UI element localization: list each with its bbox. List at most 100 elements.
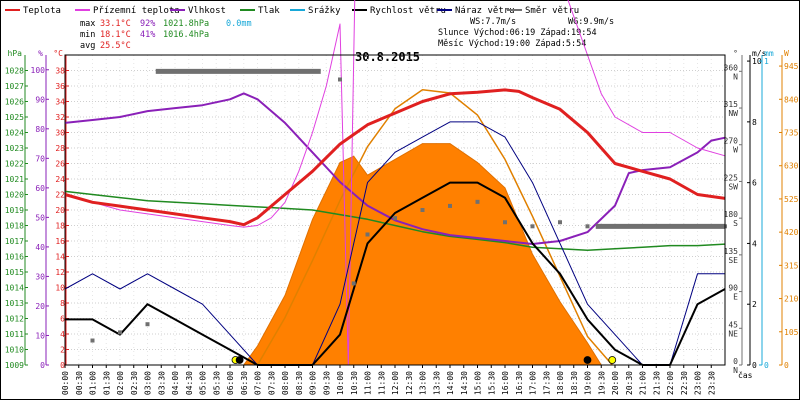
- info-block: WS:7.7m/s WG:9.9m/s Slunce Východ:06:19 …: [438, 17, 614, 49]
- y-tick-label-degc: 14: [55, 253, 65, 262]
- time-axis-label: čas: [738, 370, 753, 380]
- legend-label-vlhkost: Vlhkost: [188, 6, 226, 16]
- y-tick-label-ms: 10: [752, 57, 762, 66]
- wind-direction-point: [90, 338, 95, 343]
- y-tick-label-degc: 4: [60, 330, 65, 339]
- legend-label-naraz-vetru: Náraz větru: [455, 6, 515, 16]
- y-tick-label-wm2: 525: [784, 195, 799, 204]
- y-tick-label-hpa: 1028: [5, 67, 24, 76]
- y-tick-label-degc: 18: [55, 222, 65, 231]
- y-tick-label-wm2: 105: [784, 328, 799, 337]
- y-tick-label-dir: 180: [724, 210, 739, 219]
- x-tick-label: 10:00: [336, 371, 345, 395]
- y-tick-label-hpa: 1023: [5, 144, 24, 153]
- y-tick-label-pct: 100: [31, 66, 46, 75]
- y-tick-label-wm2: 735: [784, 129, 799, 138]
- y-tick-label-wm2: 630: [784, 162, 799, 171]
- x-tick-label: 11:30: [377, 371, 386, 395]
- stat-min-hum: 41%: [140, 30, 155, 40]
- y-tick-compass-dir: NE: [728, 329, 738, 338]
- x-tick-label: 00:30: [75, 371, 84, 395]
- y-tick-compass-dir: W: [733, 146, 738, 155]
- y-tick-label-dir: 360: [724, 63, 739, 72]
- y-tick-label-hpa: 1009: [5, 361, 24, 370]
- x-tick-label: 04:00: [171, 371, 180, 395]
- x-tick-label: 01:00: [89, 371, 98, 395]
- y-tick-label-degc: 24: [55, 175, 65, 184]
- y-tick-label-ms: 4: [752, 239, 757, 248]
- x-tick-label: 07:00: [254, 371, 263, 395]
- wind-direction-point: [145, 322, 150, 327]
- y-tick-label-hpa: 1020: [5, 191, 24, 200]
- y-tick-label-degc: 32: [55, 113, 65, 122]
- legend-label-prizemni-teplota: Přízemní teplota: [93, 6, 180, 16]
- y-tick-label-degc: 28: [55, 144, 65, 153]
- x-tick-label: 23:30: [707, 371, 716, 395]
- y-tick-label-degc: 34: [55, 98, 65, 107]
- x-tick-label: 12:30: [405, 371, 414, 395]
- y-tick-label-degc: 22: [55, 191, 65, 200]
- stat-max-rain: 0.0mm: [226, 19, 252, 29]
- y-tick-label-degc: 36: [55, 82, 65, 91]
- y-tick-label-hpa: 1010: [5, 346, 24, 355]
- wind-direction-point: [393, 216, 397, 221]
- x-tick-label: 16:30: [515, 371, 524, 395]
- x-tick-label: 14:30: [460, 371, 469, 395]
- series-humidity: [64, 92, 726, 245]
- y-tick-label-pct: 40: [35, 243, 45, 252]
- y-tick-label-wm2: 420: [784, 228, 799, 237]
- y-tick-label-dir: 45: [728, 320, 738, 329]
- x-tick-label: 19:30: [597, 371, 606, 395]
- stat-avg-label: avg: [80, 41, 95, 51]
- axis-title-dir: °: [733, 49, 738, 58]
- y-tick-compass-dir: N: [733, 72, 738, 81]
- x-tick-label: 02:00: [116, 371, 125, 395]
- x-tick-label: 10:30: [350, 371, 359, 395]
- x-tick-label: 17:30: [542, 371, 551, 395]
- y-tick-label-hpa: 1017: [5, 237, 24, 246]
- wind-direction-point: [420, 208, 425, 212]
- y-tick-label-degc: 16: [55, 237, 65, 246]
- y-tick-label-degc: 12: [55, 268, 65, 277]
- x-tick-label: 11:00: [364, 371, 373, 395]
- wind-direction-point: [530, 224, 535, 229]
- sun-moon-marker: [608, 356, 617, 364]
- legend-label-tlak: Tlak: [258, 6, 280, 16]
- x-tick-label: 16:00: [501, 371, 510, 395]
- x-tick-label: 18:00: [556, 371, 565, 395]
- y-tick-label-dir: 315: [724, 100, 739, 109]
- x-tick-label: 06:30: [240, 371, 249, 395]
- y-tick-label-degc: 10: [55, 284, 65, 293]
- stats-block: max 33.1°C 92% 1021.8hPa 0.0mm min 18.1°…: [80, 19, 252, 51]
- x-tick-label: 01:30: [102, 371, 111, 395]
- y-tick-label-pct: 80: [35, 125, 45, 134]
- series-pressure: [64, 190, 726, 252]
- axis-title-ms: m/s: [752, 49, 767, 58]
- y-tick-label-pct: 70: [35, 154, 45, 163]
- x-tick-label: 22:30: [680, 371, 689, 395]
- y-tick-label-ms: 0: [752, 361, 757, 370]
- y-tick-label-pct: 10: [35, 331, 45, 340]
- x-tick-label: 02:30: [130, 371, 139, 395]
- y-tick-label-wm2: 945: [784, 62, 799, 71]
- stat-min-pres: 1016.4hPa: [163, 30, 209, 40]
- x-tick-label: 19:00: [584, 371, 593, 395]
- wind-direction-point: [338, 77, 342, 82]
- y-tick-compass-dir: N: [733, 366, 738, 375]
- y-tick-label-hpa: 1015: [5, 268, 24, 277]
- info-wg: WG:9.9m/s: [568, 17, 614, 27]
- wind-direction-point: [475, 199, 480, 204]
- stat-max-hum: 92%: [140, 19, 155, 29]
- y-tick-label-hpa: 1012: [5, 315, 24, 324]
- stat-avg-temp: 25.5°C: [100, 41, 131, 51]
- x-tick-label: 17:00: [529, 371, 538, 395]
- wind-direction-point: [118, 330, 122, 335]
- y-tick-label-hpa: 1022: [5, 160, 24, 169]
- x-tick-label: 05:30: [212, 371, 221, 395]
- plot-area-frame: [64, 54, 726, 366]
- legend-label-srazky: Srážky: [308, 6, 341, 16]
- y-tick-label-pct: 60: [35, 184, 45, 193]
- stat-max-label: max: [80, 19, 95, 29]
- y-tick-label-dir: 90: [728, 284, 738, 293]
- y-tick-label-dir: 270: [724, 137, 739, 146]
